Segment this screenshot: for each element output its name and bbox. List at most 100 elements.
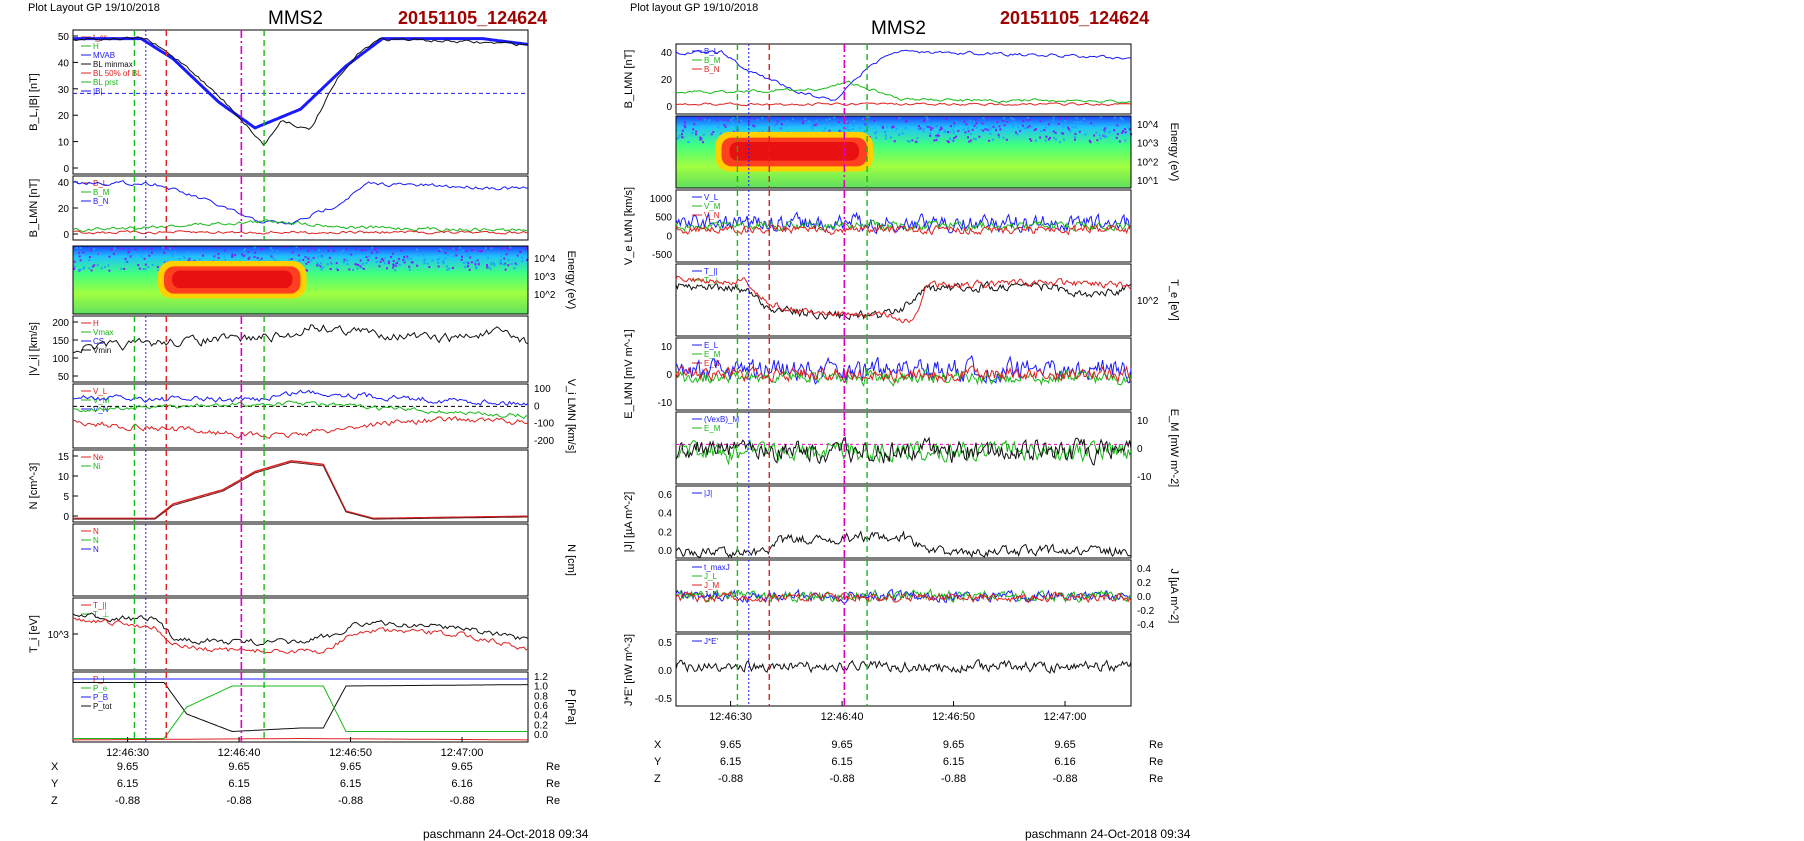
left-panel-1-ytick-label: 0 <box>63 230 69 241</box>
right-bn-trace <box>675 102 1132 107</box>
right-ephem-value: 6.15 <box>720 756 741 768</box>
left-panel-0-legend-label: |B| <box>93 87 103 96</box>
left-panel-0-ytick-label: 30 <box>58 85 70 96</box>
left-panel-1-ytick-label: 40 <box>58 178 70 189</box>
left-ne-trace <box>73 460 529 520</box>
right-panel-4-legend-label: E_M <box>704 350 721 359</box>
left-ni-trace <box>73 461 528 520</box>
left-ephem-value: 6.16 <box>451 778 472 790</box>
left-ephem-unit: Re <box>546 761 560 773</box>
right-xtick-label: 12:46:50 <box>932 711 975 723</box>
left-ephem-label: Z <box>51 795 58 807</box>
right-jmag-trace <box>675 530 1132 559</box>
left-panel-6-legend-label: N <box>93 545 99 554</box>
left-panel-0-legend-label: MVAB <box>93 51 115 60</box>
left-panel-1-legend-label: B_M <box>93 188 110 197</box>
right-panel-4-legend-label: E_N <box>704 359 720 368</box>
left-panel-8-legend-label: P_tot <box>93 702 112 711</box>
left-panel-3-legend-label: Vmax <box>93 328 113 337</box>
left-panel-5-ytick-label: 5 <box>63 492 69 503</box>
left-panel-8-ytick-label: 1.2 <box>534 672 548 683</box>
right-jn-trace <box>675 590 1132 604</box>
right-panel-1-ylabel: Energy (eV) <box>1168 123 1180 182</box>
right-panel-0-ytick-label: 20 <box>661 75 673 86</box>
right-ephem-value: -0.88 <box>830 773 855 785</box>
left-event-id: 20151105_124624 <box>398 8 548 28</box>
left-ephem-unit: Re <box>546 795 560 807</box>
left-panel-0-legend-label: H <box>93 42 99 51</box>
left-figure-title: MMS2 <box>268 8 323 29</box>
right-panel-6-frame <box>675 485 1132 559</box>
right-el-trace <box>675 354 1132 385</box>
left-ephem-unit: Re <box>546 778 560 790</box>
right-panel-6-ytick-label: 0.0 <box>658 546 672 557</box>
left-panel-8-ytick-label: 0.6 <box>534 701 548 712</box>
left-panel-6-legend-label: N <box>93 527 99 536</box>
left-panel-8-ytick-label: 0.0 <box>534 730 548 741</box>
left-panel-0-legend-label: BL prst <box>93 78 119 87</box>
right-panel-1-ytick-label: 10^2 <box>1137 157 1159 168</box>
right-panel-2-ytick-label: -500 <box>652 250 672 261</box>
right-figure-title: MMS2 <box>871 18 926 39</box>
left-ephem-value: -0.88 <box>227 795 252 807</box>
right-panel-7-ytick-label: 0.4 <box>1137 564 1151 575</box>
left-pb-trace <box>73 682 528 733</box>
left-ephem-value: 9.65 <box>228 761 249 773</box>
left-ephem-value: 9.65 <box>340 761 361 773</box>
left-panel-2-ytick-label: 10^2 <box>534 290 556 301</box>
right-ephem-value: 9.65 <box>720 739 741 751</box>
left-pe-trace <box>73 738 528 741</box>
right-panel-6-ytick-label: 0.2 <box>658 527 672 538</box>
right-panel-7-legend-label: t_maxJ <box>704 563 730 572</box>
right-panel-2-ylabel: V_e LMN [km/s] <box>623 187 635 265</box>
left-panel-3-legend-label: CS <box>93 337 104 346</box>
right-panel-1-ytick-label: 10^4 <box>1137 120 1159 131</box>
right-ephem-label: Y <box>654 756 662 768</box>
left-panel-4-ytick-label: -100 <box>534 419 554 430</box>
right-ephem-value: 9.65 <box>831 739 852 751</box>
left-panel-3-ytick-label: 150 <box>52 336 69 347</box>
right-panel-1-spectrogram <box>675 115 1133 189</box>
right-panel-1-spectrogram-hot-center <box>729 141 860 161</box>
left-panel-3-frame <box>72 315 529 383</box>
right-panel-8-ytick-label: 0.5 <box>658 638 672 649</box>
right-panel-0-legend-label: B_M <box>704 56 721 65</box>
right-bl-trace <box>675 49 1132 101</box>
left-panel-0-ytick-label: 40 <box>58 58 70 69</box>
left-panel-4-ylabel: V_i LMN [km/s] <box>565 379 577 454</box>
right-panel-7-ytick-label: 0.0 <box>1137 592 1151 603</box>
right-panel-5-ytick-label: 10 <box>1137 416 1149 427</box>
left-footer: paschmann 24-Oct-2018 09:34 <box>423 827 589 841</box>
right-panel-4-ylabel: E_LMN [mV m^-1] <box>623 329 635 419</box>
left-panel-0-legend-label: BL minmax <box>93 60 133 69</box>
left-ephem-value: 9.65 <box>117 761 138 773</box>
left-ephem-value: -0.88 <box>449 795 474 807</box>
left-panel-1-ytick-label: 20 <box>58 204 70 215</box>
left-panel-0-legend-label: BL 50% of BL <box>93 69 142 78</box>
left-xtick-label: 12:46:30 <box>106 747 149 759</box>
right-panel-8-legend-label: J*E' <box>704 637 718 646</box>
right-panel-0-frame <box>675 43 1132 115</box>
left-ephem-value: 6.15 <box>117 778 138 790</box>
right-panel-3-ylabel: T_e [eV] <box>1168 279 1180 321</box>
right-panel-0-legend-label: B_L <box>704 47 719 56</box>
right-panel-7-ylabel: J [µA m^-2] <box>1168 569 1180 624</box>
right-ephem-value: 6.15 <box>831 756 852 768</box>
right-bm-trace <box>675 80 1132 104</box>
right-panel-1-spectrogram-frame <box>675 115 1132 189</box>
right-layout-label: Plot layout GP 19/10/2018 <box>630 2 759 14</box>
right-ephem-value: -0.88 <box>941 773 966 785</box>
left-ephem-label: X <box>51 761 59 773</box>
left-panel-0-ytick-label: 50 <box>58 32 70 43</box>
left-panel-8-legend-label: P_B <box>93 693 108 702</box>
right-ephem-value: -0.88 <box>718 773 743 785</box>
right-panel-0-ytick-label: 0 <box>666 102 672 113</box>
right-ephem-value: 6.16 <box>1054 756 1075 768</box>
right-panel-7-ytick-label: 0.2 <box>1137 578 1151 589</box>
right-panel-1-ytick-label: 10^1 <box>1137 176 1159 187</box>
right-panel-6-legend-label: |J| <box>704 489 712 498</box>
left-panel-2-ytick-label: 10^4 <box>534 254 556 265</box>
right-panel-1-ytick-label: 10^3 <box>1137 139 1159 150</box>
right-vem-trace <box>675 219 1132 232</box>
left-ti-par-trace <box>72 612 529 647</box>
